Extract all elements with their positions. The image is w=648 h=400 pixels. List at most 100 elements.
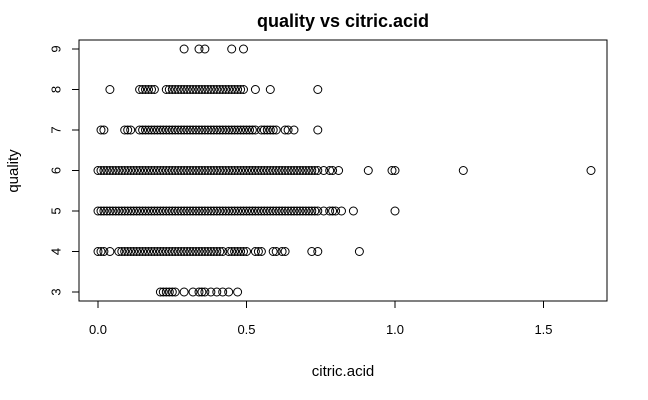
data-point (233, 247, 243, 256)
data-point (114, 166, 124, 175)
data-point (218, 125, 228, 135)
data-point (209, 85, 219, 94)
data-point (197, 166, 207, 175)
data-point (268, 166, 278, 175)
data-point (123, 125, 133, 135)
y-tick-label: 5 (49, 207, 64, 214)
data-point (158, 247, 168, 256)
data-point (135, 85, 145, 94)
data-point (268, 247, 278, 256)
data-point (114, 206, 124, 216)
data-point (200, 287, 210, 297)
data-point (239, 85, 248, 94)
data-point (221, 85, 231, 94)
data-point (167, 85, 177, 94)
data-point (289, 166, 299, 175)
data-point (111, 206, 121, 216)
data-point (313, 85, 323, 94)
data-point (283, 206, 293, 216)
data-point (325, 166, 335, 175)
data-point (111, 166, 121, 175)
data-point (206, 166, 216, 175)
data-point (158, 287, 168, 297)
data-point (233, 85, 243, 94)
data-point (167, 206, 177, 216)
data-point (123, 166, 133, 175)
data-point (307, 166, 317, 175)
data-point (105, 247, 115, 256)
data-point (135, 166, 145, 175)
data-point (203, 247, 213, 256)
data-point (194, 125, 204, 135)
data-point (161, 166, 171, 175)
data-point (203, 166, 213, 175)
data-point (301, 166, 311, 175)
y-tick-label: 3 (49, 288, 64, 295)
data-point (144, 247, 153, 256)
data-point (141, 206, 150, 216)
data-point (152, 247, 162, 256)
data-point (93, 206, 103, 216)
data-point (182, 247, 192, 256)
data-point (105, 166, 115, 175)
data-point (185, 125, 195, 135)
data-point (188, 85, 198, 94)
data-point (250, 206, 260, 216)
data-point (170, 125, 180, 135)
data-point (132, 247, 142, 256)
data-point (387, 166, 397, 175)
data-point (206, 206, 216, 216)
data-point (188, 287, 198, 297)
data-point (96, 166, 106, 175)
data-point (200, 206, 210, 216)
data-point (105, 85, 115, 94)
data-point (120, 247, 130, 256)
data-point (289, 206, 299, 216)
data-point (218, 247, 228, 256)
data-point (93, 166, 103, 175)
data-point (209, 206, 219, 216)
data-point (280, 125, 290, 135)
data-point (179, 247, 189, 256)
data-point (179, 125, 189, 135)
data-point (149, 166, 159, 175)
data-point (185, 85, 195, 94)
data-point (197, 247, 207, 256)
data-point (179, 166, 189, 175)
data-point (108, 166, 118, 175)
data-point (191, 166, 201, 175)
data-point (256, 206, 266, 216)
data-point (224, 206, 234, 216)
data-point (144, 206, 153, 216)
data-point (105, 206, 115, 216)
data-point (236, 166, 246, 175)
data-point (149, 125, 159, 135)
data-point (236, 125, 246, 135)
data-point (144, 85, 153, 94)
data-point (298, 166, 308, 175)
data-point (280, 166, 290, 175)
data-point (209, 247, 219, 256)
data-point (262, 125, 272, 135)
data-point (328, 206, 338, 216)
data-point (230, 85, 240, 94)
data-point (129, 166, 139, 175)
data-point (161, 287, 171, 297)
data-point (102, 206, 112, 216)
data-point (164, 206, 174, 216)
data-point (102, 166, 112, 175)
data-point (135, 125, 145, 135)
data-point (236, 206, 246, 216)
data-point (212, 166, 222, 175)
data-point (253, 247, 263, 256)
data-point (120, 206, 130, 216)
data-point (108, 206, 118, 216)
data-point (126, 166, 136, 175)
data-point (123, 247, 133, 256)
data-point (227, 125, 237, 135)
data-point (239, 166, 248, 175)
data-point (221, 166, 231, 175)
data-point (233, 206, 243, 216)
data-point (96, 247, 106, 256)
